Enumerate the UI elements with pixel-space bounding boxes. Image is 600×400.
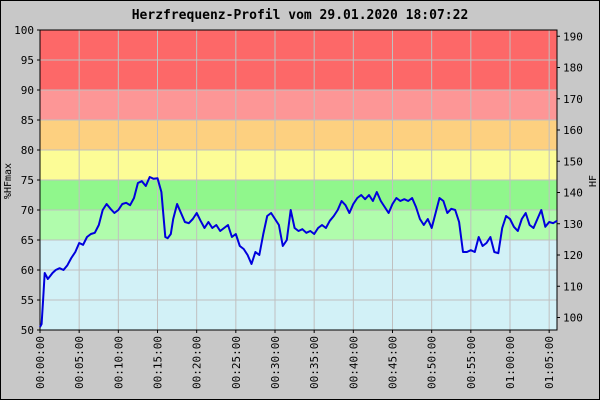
y2-tick-label-4: 140 — [563, 187, 583, 200]
plot-area: 50 55 60 65 70 75 80 85 90 95 100 100 110 120 130 140 15… — [14, 24, 583, 389]
zone-band-1 — [40, 210, 557, 240]
series-line-0 — [39, 176, 558, 328]
zone-band-2 — [40, 180, 557, 210]
y2-tick-label-3: 130 — [563, 218, 583, 231]
y2-tick-label-9: 190 — [563, 30, 583, 43]
chart-title: Herzfrequenz-Profil vom 29.01.2020 18:07… — [132, 8, 469, 23]
y-tick-label-8: 90 — [21, 84, 34, 97]
y-tick-label-5: 75 — [21, 174, 34, 187]
y-tick-label-1: 55 — [21, 294, 34, 307]
x-tick-label-6: 00:30:00 — [269, 336, 282, 389]
y2-tick-label-8: 180 — [563, 62, 583, 75]
x-tick-label-3: 00:15:00 — [152, 336, 165, 389]
x-tick-label-2: 00:10:00 — [112, 336, 125, 389]
y-tick-label-0: 50 — [21, 324, 34, 337]
x-tick-label-10: 00:50:00 — [426, 336, 439, 389]
y2-tick-label-7: 170 — [563, 93, 583, 106]
y2-axis-label: HF — [588, 175, 599, 187]
x-tick-label-0: 00:00:00 — [34, 336, 47, 389]
plot-frame — [39, 29, 558, 331]
x-tick-label-4: 00:20:00 — [191, 336, 204, 389]
y-tick-label-2: 60 — [21, 264, 34, 277]
zone-band-0 — [40, 240, 557, 330]
y2-tick-label-6: 160 — [563, 124, 583, 137]
zone-band-5 — [40, 90, 557, 120]
x-tick-label-7: 00:35:00 — [308, 336, 321, 389]
y2-tick-label-2: 120 — [563, 249, 583, 262]
y-axis-label: %HFmax — [3, 163, 14, 199]
y2-tick-label-5: 150 — [563, 155, 583, 168]
x-tick-label-11: 00:55:00 — [465, 336, 478, 389]
y-tick-label-4: 70 — [21, 204, 34, 217]
zone-band-4 — [40, 120, 557, 150]
x-tick-label-5: 00:25:00 — [230, 336, 243, 389]
zone-band-3 — [40, 150, 557, 180]
y2-tick-label-0: 100 — [563, 312, 583, 325]
y-tick-label-3: 65 — [21, 234, 34, 247]
x-tick-label-9: 00:45:00 — [387, 336, 400, 389]
y-tick-label-9: 95 — [21, 54, 34, 67]
x-tick-label-13: 01:05:00 — [543, 336, 556, 389]
y-tick-label-10: 100 — [14, 24, 34, 37]
y-tick-label-7: 85 — [21, 114, 34, 127]
x-tick-label-12: 01:00:00 — [504, 336, 517, 389]
y2-tick-label-1: 110 — [563, 280, 583, 293]
x-tick-label-8: 00:40:00 — [347, 336, 360, 389]
x-tick-label-1: 00:05:00 — [73, 336, 86, 389]
y-tick-label-6: 80 — [21, 144, 34, 157]
